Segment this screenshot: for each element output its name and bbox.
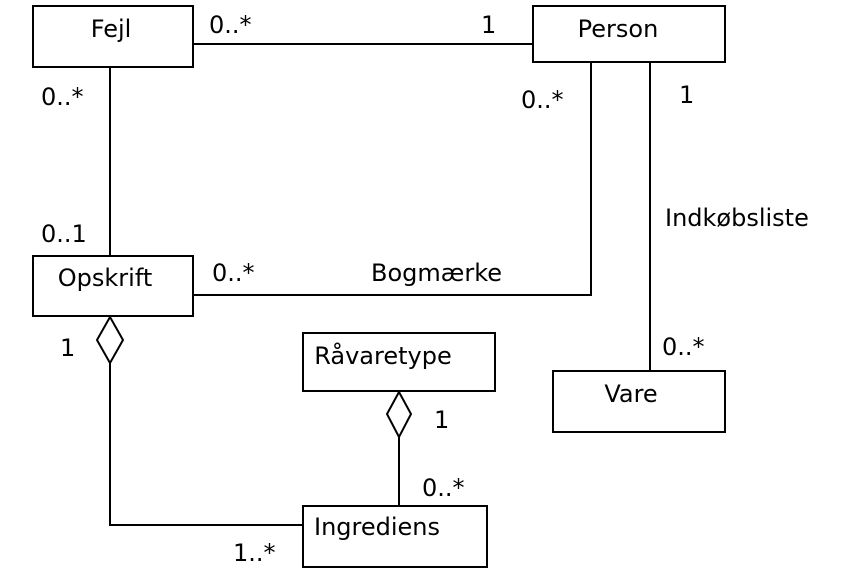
fejl-person-person-multiplicity: 1 [481, 11, 496, 39]
raavaretype-ingrediens-raavaretype-multiplicity: 1 [434, 406, 449, 434]
class-opskrift: Opskrift [32, 255, 194, 317]
class-opskrift-name: Opskrift [58, 264, 153, 292]
bogmaerke-opskrift-multiplicity: 0..* [212, 259, 255, 287]
class-vare-name: Vare [604, 380, 657, 408]
class-person-name: Person [578, 15, 659, 43]
fejl-opskrift-fejl-multiplicity: 0..* [41, 83, 84, 111]
bogmaerke-person-multiplicity: 0..* [521, 86, 564, 114]
indkoebsliste-vare-multiplicity: 0..* [662, 333, 705, 361]
indkoebsliste-person-multiplicity: 1 [679, 81, 694, 109]
class-vare: Vare [552, 370, 726, 433]
indkoebsliste-association-name: Indkøbsliste [665, 204, 809, 232]
class-ingrediens-name: Ingrediens [314, 513, 440, 541]
bogmaerke-association-name: Bogmærke [371, 259, 502, 287]
fejl-opskrift-opskrift-multiplicity: 0..1 [41, 220, 87, 248]
fejl-person-fejl-multiplicity: 0..* [209, 11, 252, 39]
bogmaerke-association [193, 62, 592, 296]
class-raavaretype-name: Råvaretype [314, 341, 451, 370]
class-fejl: Fejl [32, 5, 194, 68]
raavaretype-ingrediens-ingrediens-multiplicity: 0..* [422, 474, 465, 502]
class-raavaretype: Råvaretype [302, 332, 496, 392]
opskrift-aggregation-diamond [95, 314, 125, 366]
raavaretype-aggregation-diamond [385, 389, 413, 440]
opskrift-ingrediens-opskrift-multiplicity: 1 [60, 334, 75, 362]
opskrift-ingrediens-aggregation [109, 362, 303, 526]
opskrift-ingrediens-ingrediens-multiplicity: 1..* [233, 539, 276, 567]
class-person: Person [532, 5, 726, 63]
class-ingrediens: Ingrediens [302, 505, 488, 568]
class-fejl-name: Fejl [91, 15, 132, 43]
